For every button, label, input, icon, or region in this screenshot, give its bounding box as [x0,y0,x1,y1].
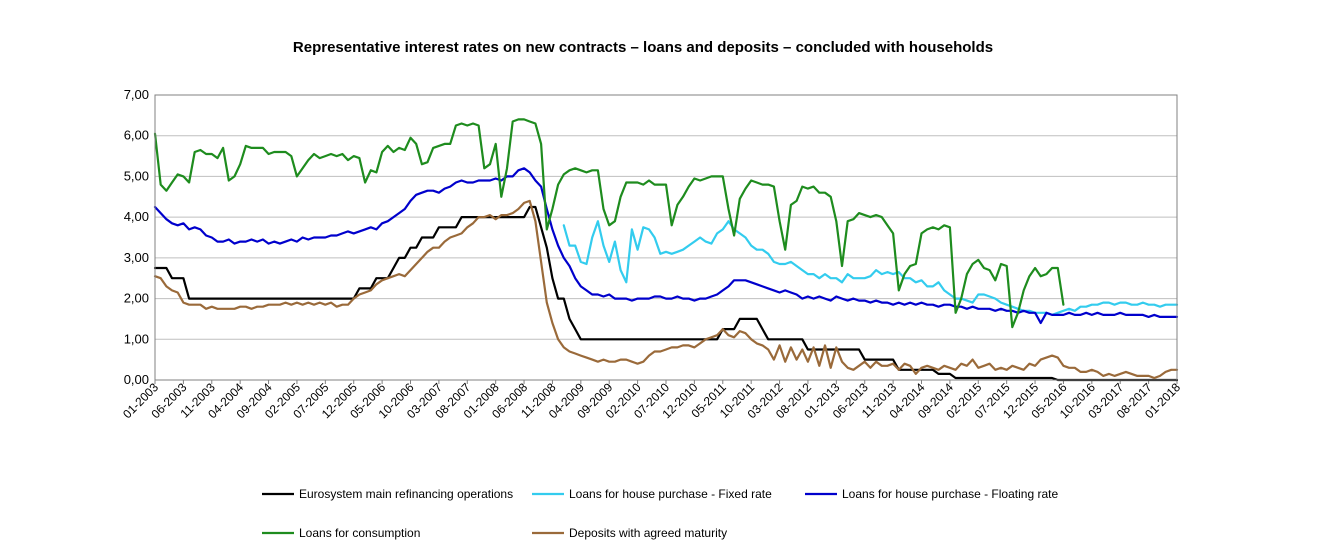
legend-label: Loans for consumption [299,526,420,540]
legend-item: Loans for house purchase - Fixed rate [532,487,772,501]
series-line-2 [562,220,1179,316]
legend-item: Eurosystem main refinancing operations [262,487,513,501]
y-tick-label: 5,00 [124,168,149,183]
y-tick-label: 0,00 [124,372,149,387]
series-line-4 [153,118,1065,329]
legend-label: Deposits with agreed maturity [569,526,727,540]
y-tick-label: 7,00 [124,87,149,102]
legend-label: Eurosystem main refinancing operations [299,487,513,501]
y-tick-label: 2,00 [124,291,149,306]
legend-item: Loans for consumption [262,526,420,540]
y-tick-label: 1,00 [124,331,149,346]
legend-item: Deposits with agreed maturity [532,526,727,540]
series-line-5 [153,199,1179,380]
legend-label: Loans for house purchase - Fixed rate [569,487,772,501]
y-tick-label: 6,00 [124,128,149,143]
y-tick-label: 3,00 [124,250,149,265]
legend-label: Loans for house purchase - Floating rate [842,487,1058,501]
series-line-1 [153,205,1179,382]
chart-title: Representative interest rates on new con… [293,39,993,56]
series-line-3 [153,167,1179,325]
legend-item: Loans for house purchase - Floating rate [805,487,1058,501]
plot-area-border [154,94,1178,381]
y-tick-label: 4,00 [124,209,149,224]
